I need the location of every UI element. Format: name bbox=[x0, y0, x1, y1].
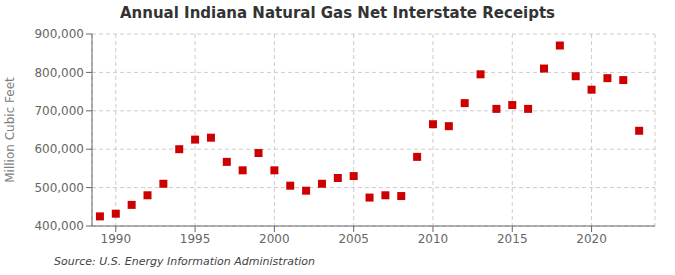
svg-text:600,000: 600,000 bbox=[34, 142, 84, 156]
svg-text:2010: 2010 bbox=[418, 232, 449, 246]
svg-text:1995: 1995 bbox=[180, 232, 211, 246]
svg-text:500,000: 500,000 bbox=[34, 181, 84, 195]
svg-text:1990: 1990 bbox=[101, 232, 132, 246]
svg-text:2005: 2005 bbox=[338, 232, 369, 246]
svg-text:2020: 2020 bbox=[576, 232, 607, 246]
svg-text:900,000: 900,000 bbox=[34, 27, 84, 41]
svg-text:800,000: 800,000 bbox=[34, 66, 84, 80]
svg-text:2015: 2015 bbox=[497, 232, 528, 246]
svg-text:700,000: 700,000 bbox=[34, 104, 84, 118]
html-text:Annual Indiana Natural Gas Net: Annual Indiana Natural Gas Net Interstat… bbox=[120, 4, 555, 22]
html-text:Source: U.S. Energy Informatio: Source: U.S. Energy Information Administ… bbox=[54, 255, 315, 268]
svg-text:400,000: 400,000 bbox=[34, 219, 84, 233]
svg-text:Million Cubic Feet: Million Cubic Feet bbox=[8, 77, 17, 183]
svg-text:2000: 2000 bbox=[259, 232, 290, 246]
